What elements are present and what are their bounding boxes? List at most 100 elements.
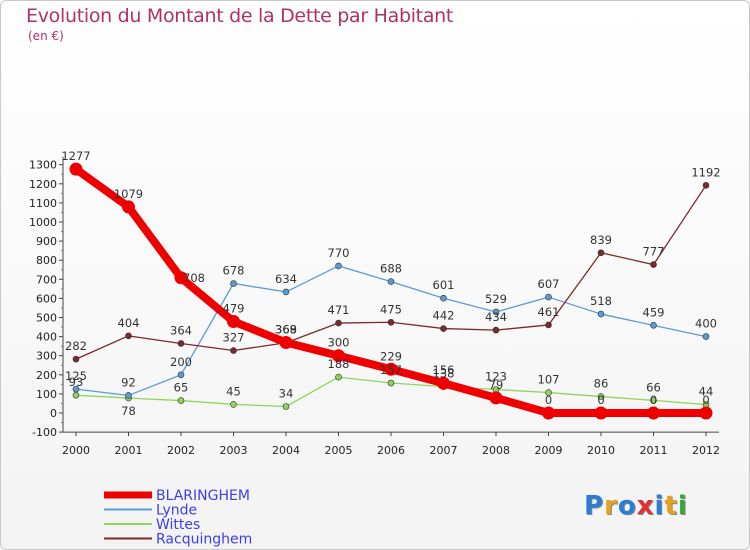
logo-letter: t bbox=[664, 491, 678, 521]
data-point bbox=[542, 406, 555, 420]
data-label: 529 bbox=[485, 292, 507, 306]
data-point bbox=[230, 401, 237, 408]
logo-letter: i bbox=[654, 491, 665, 521]
data-label: 156 bbox=[433, 363, 455, 377]
logo-letter: r bbox=[604, 491, 618, 521]
data-label: 471 bbox=[328, 303, 350, 317]
data-point bbox=[174, 271, 188, 285]
data-label: 688 bbox=[380, 262, 402, 276]
legend-label: Wittes bbox=[156, 517, 200, 533]
y-tick-label: 500 bbox=[36, 312, 57, 325]
x-tick-label: 2004 bbox=[272, 444, 300, 457]
y-tick-label: -100 bbox=[32, 426, 57, 439]
x-tick-label: 2010 bbox=[587, 444, 615, 457]
data-point bbox=[230, 347, 237, 354]
data-point bbox=[387, 318, 395, 326]
data-label: 479 bbox=[223, 302, 245, 316]
data-point bbox=[384, 362, 398, 376]
data-label: 404 bbox=[118, 316, 140, 330]
data-point bbox=[227, 315, 240, 329]
data-point bbox=[282, 403, 290, 410]
x-tick-label: 2001 bbox=[115, 444, 143, 457]
data-point bbox=[125, 332, 132, 340]
legend-label: Racquinghem bbox=[156, 532, 252, 548]
data-label: 442 bbox=[433, 309, 455, 323]
y-tick-label: 700 bbox=[36, 273, 57, 286]
legend-label: BLARINGHEM bbox=[156, 488, 250, 504]
data-point bbox=[69, 162, 83, 176]
y-tick-label: 300 bbox=[36, 350, 57, 363]
data-label: 518 bbox=[590, 294, 612, 308]
data-label: 229 bbox=[380, 349, 402, 363]
logo-letter: o bbox=[617, 491, 637, 521]
data-point bbox=[72, 385, 80, 393]
data-label: 45 bbox=[226, 384, 241, 398]
data-label: 44 bbox=[699, 385, 714, 399]
data-label: 1192 bbox=[691, 165, 720, 179]
data-label: 601 bbox=[433, 278, 455, 292]
data-label: 461 bbox=[538, 305, 560, 319]
data-label: 93 bbox=[69, 375, 84, 389]
data-point bbox=[597, 310, 605, 318]
data-point bbox=[177, 397, 185, 404]
data-label: 777 bbox=[643, 245, 665, 259]
data-label: 282 bbox=[65, 339, 87, 353]
data-point bbox=[335, 319, 342, 327]
data-label: 78 bbox=[121, 404, 136, 418]
data-point bbox=[335, 373, 342, 381]
data-label: 79 bbox=[489, 378, 504, 392]
data-label: 107 bbox=[538, 373, 560, 387]
data-label: 300 bbox=[328, 336, 350, 350]
data-label: 475 bbox=[380, 302, 402, 316]
data-label: 364 bbox=[170, 323, 192, 337]
data-point bbox=[279, 336, 293, 350]
y-tick-label: 600 bbox=[36, 292, 57, 305]
x-tick-label: 2006 bbox=[377, 444, 405, 457]
data-label: 123 bbox=[485, 370, 507, 384]
data-label: 138 bbox=[433, 367, 455, 381]
data-label: 66 bbox=[646, 380, 661, 394]
data-point bbox=[545, 293, 552, 301]
data-label: 0 bbox=[650, 393, 657, 407]
data-point bbox=[332, 349, 345, 363]
data-point bbox=[650, 322, 657, 329]
data-label: 459 bbox=[643, 305, 665, 319]
data-label: 634 bbox=[275, 272, 297, 286]
data-point bbox=[440, 325, 447, 332]
data-label: 770 bbox=[328, 246, 350, 260]
data-label: 188 bbox=[328, 357, 350, 371]
chart-title: Evolution du Montant de la Dette par Hab… bbox=[26, 5, 454, 27]
data-point bbox=[597, 393, 605, 400]
x-tick-label: 2003 bbox=[220, 444, 248, 457]
data-point bbox=[545, 389, 552, 396]
x-tick-label: 2008 bbox=[482, 444, 510, 457]
data-point bbox=[177, 340, 185, 347]
logo-letter: x bbox=[636, 491, 655, 521]
data-point bbox=[492, 326, 500, 334]
data-label: 327 bbox=[223, 331, 245, 345]
data-point bbox=[282, 288, 290, 296]
data-label: 34 bbox=[279, 387, 294, 401]
y-tick-label: 100 bbox=[36, 388, 57, 401]
data-point bbox=[440, 294, 447, 302]
x-tick-label: 2012 bbox=[692, 444, 720, 457]
data-point bbox=[122, 200, 135, 214]
data-point bbox=[230, 280, 237, 287]
y-tick-label: 1300 bbox=[29, 159, 57, 172]
data-label: 839 bbox=[590, 233, 612, 247]
data-point bbox=[387, 379, 395, 387]
y-tick-label: 1000 bbox=[29, 216, 57, 229]
data-label: 368 bbox=[275, 323, 297, 337]
legend-label: Lynde bbox=[156, 503, 197, 519]
data-label: 434 bbox=[485, 310, 507, 324]
data-point bbox=[437, 376, 450, 390]
data-label: 400 bbox=[695, 317, 717, 331]
data-label: 708 bbox=[183, 271, 205, 285]
unit-label: (en €) bbox=[28, 29, 64, 43]
data-point bbox=[72, 391, 80, 399]
logo-letter: i bbox=[677, 491, 688, 521]
data-label: 86 bbox=[594, 377, 609, 391]
data-label: 0 bbox=[702, 393, 709, 407]
